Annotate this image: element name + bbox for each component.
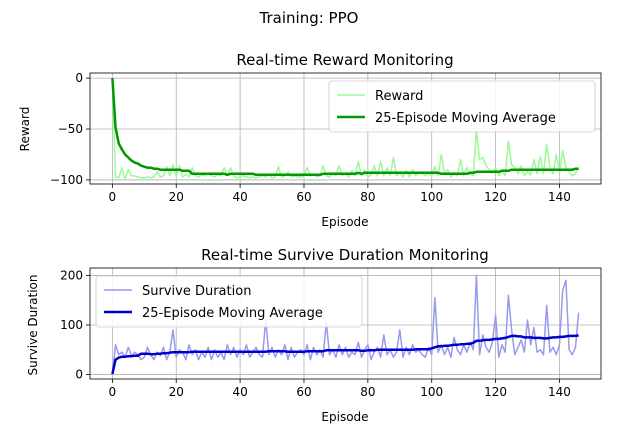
x-tick-label: 120	[484, 190, 507, 204]
legend-label-1: 25-Episode Moving Average	[142, 306, 323, 321]
x-tick-label: 40	[232, 190, 247, 204]
figure-suptitle: Training: PPO	[259, 9, 359, 27]
chart-title: Real-time Reward Monitoring	[236, 51, 453, 69]
legend-box	[328, 80, 596, 133]
x-tick-label: 140	[548, 385, 571, 399]
x-tick-label: 140	[548, 190, 571, 204]
x-tick-label: 0	[109, 190, 117, 204]
x-tick-label: 40	[232, 385, 247, 399]
plot-frame	[89, 267, 602, 380]
reward-chart: Real-time Reward Monitoring Episode Rewa…	[18, 51, 602, 229]
y-tick-label: 200	[60, 268, 83, 282]
legend: Reward 25-Episode Moving Average	[328, 80, 596, 133]
legend-box	[95, 275, 363, 328]
legend-label-0: Survive Duration	[142, 284, 251, 299]
y-axis-label: Survive Duration	[26, 274, 40, 375]
series-line-1	[111, 78, 579, 177]
y-tick-label: 0	[75, 71, 83, 85]
x-axis-label: Episode	[321, 215, 368, 229]
x-tick-label: 100	[420, 190, 443, 204]
y-tick-label: 100	[60, 318, 83, 332]
y-tick-label: −50	[58, 122, 83, 136]
x-tick-label: 60	[296, 385, 311, 399]
y-tick-label: −100	[50, 173, 83, 187]
x-tick-label: 80	[360, 190, 375, 204]
x-tick-label: 80	[360, 385, 375, 399]
series-line-1	[111, 334, 579, 375]
x-axis-label: Episode	[321, 410, 368, 424]
legend-label-0: Reward	[375, 89, 423, 104]
x-tick-label: 60	[296, 190, 311, 204]
x-tick-label: 100	[420, 385, 443, 399]
chart-title: Real-time Survive Duration Monitoring	[201, 246, 489, 264]
x-tick-label: 20	[169, 385, 184, 399]
x-tick-label: 0	[109, 385, 117, 399]
survive-duration-chart: Real-time Survive Duration Monitoring Ep…	[26, 246, 602, 424]
legend: Survive Duration 25-Episode Moving Averag…	[95, 275, 363, 328]
x-tick-label: 120	[484, 385, 507, 399]
x-tick-label: 20	[169, 190, 184, 204]
legend-label-1: 25-Episode Moving Average	[375, 111, 556, 126]
y-tick-label: 0	[75, 368, 83, 382]
plot-frame	[89, 72, 602, 185]
series-line-0	[111, 274, 580, 375]
y-axis-label: Reward	[18, 107, 32, 152]
